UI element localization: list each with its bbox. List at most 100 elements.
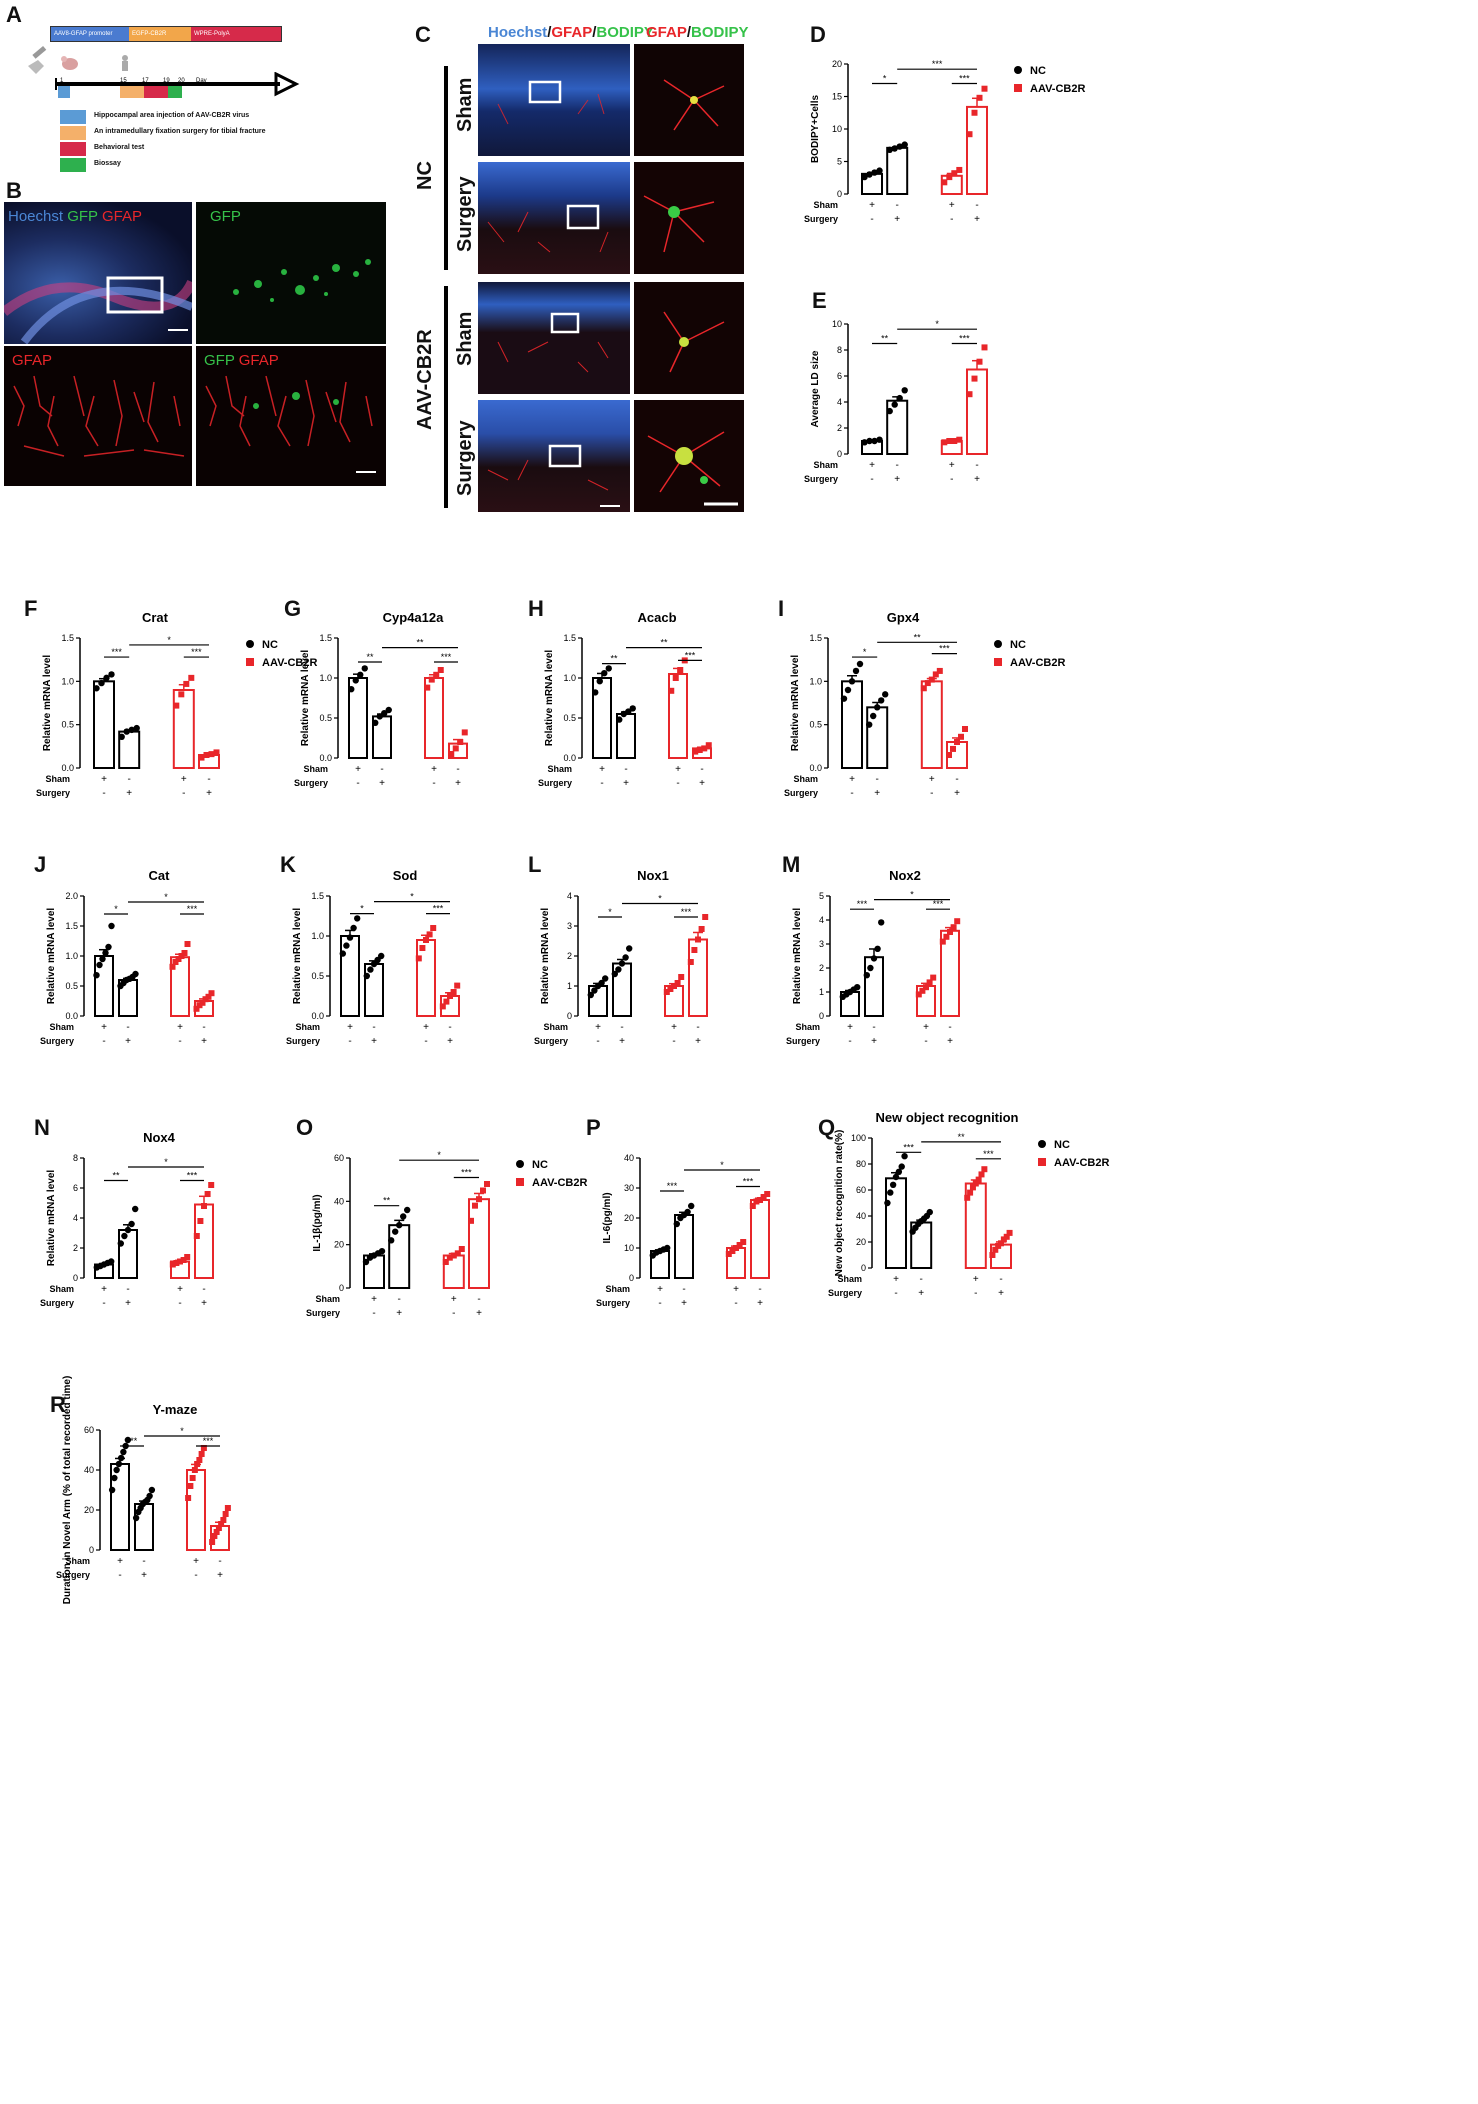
sham-marker: + [371,1294,377,1305]
data-point [981,85,988,92]
data-point [976,358,983,365]
data-point [209,1539,216,1545]
y-tick-label: 0 [819,1011,824,1021]
data-point [197,1218,204,1224]
data-point [876,167,883,174]
surgery-marker: + [918,1288,924,1299]
y-tick-label: 0 [861,1263,866,1273]
legend-label-nc: NC [532,1159,548,1171]
data-point [184,1254,191,1260]
legend-marker-nc [246,640,254,648]
data-point [468,1217,474,1224]
data-point [946,174,953,181]
significance-label: * [608,907,612,917]
data-point [852,667,860,675]
zoom-box [106,276,164,314]
data-point [941,179,948,186]
micrograph-c-nc-surgery-zoom [634,162,744,274]
sham-marker: + [869,460,875,471]
data-point [951,170,958,177]
data-point [691,947,698,953]
legend-label-nc: NC [1054,1139,1070,1151]
data-point [886,407,893,415]
surgery-marker: + [619,1036,625,1047]
surgery-marker: + [998,1288,1004,1299]
data-point [350,924,357,932]
surgery-marker: - [348,1036,351,1047]
y-tick-label: 0.0 [311,1011,324,1021]
sham-marker: + [451,1294,457,1305]
significance-label: *** [667,1181,678,1191]
row-label-nc-surgery: Surgery [454,176,476,252]
surgery-marker: - [372,1308,375,1319]
y-tick-label: 4 [73,1213,78,1223]
data-point [446,1254,453,1261]
legend-label-aav: AAV-CB2R [1054,1157,1109,1169]
timeline-biossay-block [168,86,182,98]
data-point [954,739,960,745]
timeline-day-19: 19 [163,78,170,84]
chart-title: Gpx4 [887,610,920,625]
surgery-marker: + [201,1036,207,1047]
data-point [956,166,963,173]
y-tick-label: 0.5 [809,720,822,730]
sham-marker: - [975,460,978,471]
data-point [200,1445,207,1451]
sham-marker: - [696,1022,699,1033]
chart-title: Crat [142,610,169,625]
data-point [204,1191,211,1197]
row-label-sham: Sham [543,1022,568,1032]
panel-label-q: Q [818,1115,836,1140]
data-point [876,436,883,443]
data-point [664,1244,671,1252]
data-point [915,991,922,998]
data-point [936,667,943,674]
data-point [867,964,874,972]
data-point [878,697,885,704]
data-point [458,1246,465,1252]
significance-label: * [883,74,887,84]
data-point [354,915,361,922]
data-point [866,437,873,445]
surgery-marker: + [217,1570,223,1581]
y-tick-label: 3 [567,921,572,931]
y-tick-label: 8 [837,345,842,355]
data-point [733,1245,739,1251]
bar [966,105,988,195]
bar [886,399,909,455]
chart-g-cyp4a12a: Cyp4a12a 0.0 0.5 1.0 1.5 Relative mRNA level *… [294,610,468,789]
sham-marker: - [207,774,210,785]
y-axis-label: Relative mRNA level [292,908,303,1005]
significance-label: * [437,1150,441,1160]
row-label-surgery: Surgery [804,214,838,224]
y-tick-label: 0.0 [563,753,576,763]
data-point [671,983,677,989]
data-point [388,1237,395,1244]
data-point [208,990,215,997]
sham-marker: + [733,1284,739,1295]
timeline-day-15: 15 [120,78,127,84]
data-point [132,1514,140,1522]
y-tick-label: 2 [837,423,842,433]
y-axis-label: Relative mRNA level [540,908,551,1005]
y-tick-label: 10 [624,1243,634,1253]
data-point [887,1189,894,1196]
sham-marker: + [847,1022,853,1033]
surgery-marker: + [379,778,385,789]
data-point [400,1213,407,1220]
y-tick-label: 0 [339,1283,344,1293]
panel-label-h: H [528,596,544,621]
sham-marker: + [177,1284,183,1295]
data-point [433,671,440,678]
data-point [105,943,112,951]
panel-label-l: L [528,852,542,877]
surgery-marker: - [676,778,679,789]
data-point [668,687,675,694]
data-point [930,974,937,981]
data-point [688,1202,695,1210]
y-tick-label: 1 [819,987,824,997]
y-tick-label: 10 [832,319,842,329]
surgery-marker: + [757,1298,763,1309]
data-point [926,1208,933,1216]
